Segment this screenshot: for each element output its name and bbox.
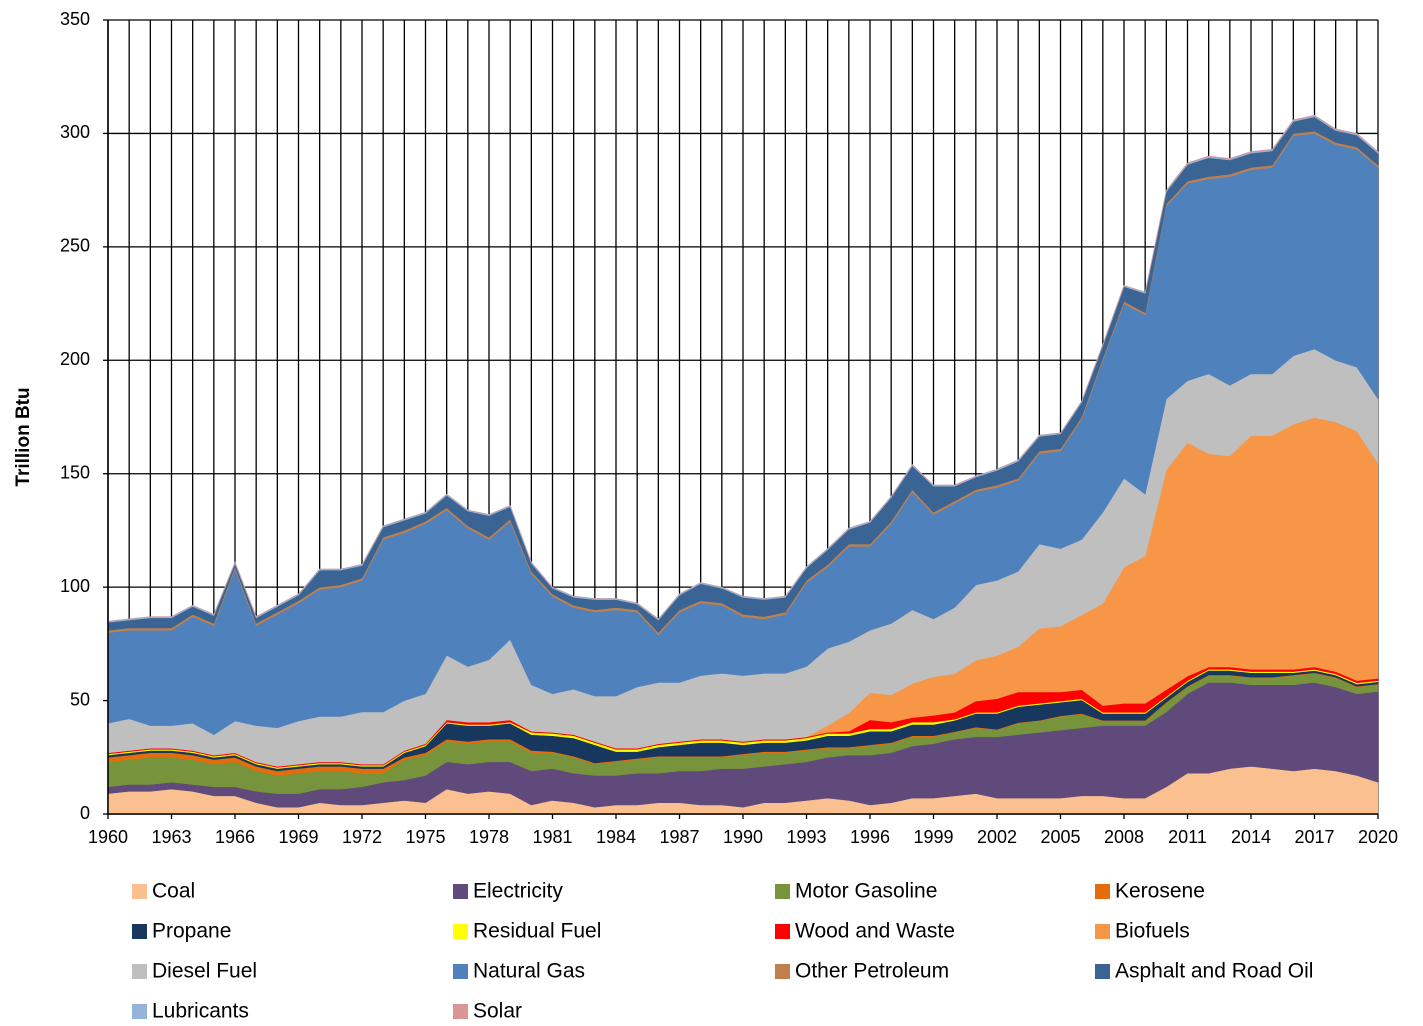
legend-label: Motor Gasoline	[795, 880, 937, 903]
legend-label: Propane	[152, 920, 231, 943]
legend-label: Diesel Fuel	[152, 960, 257, 983]
x-tick-label: 2014	[1231, 827, 1271, 847]
y-tick-label: 350	[60, 9, 90, 29]
legend-swatch	[1095, 924, 1110, 939]
legend-label: Electricity	[473, 880, 563, 903]
legend-swatch	[132, 1004, 147, 1019]
legend-label: Natural Gas	[473, 960, 585, 983]
x-tick-label: 1981	[532, 827, 572, 847]
y-tick-label: 300	[60, 122, 90, 142]
legend-swatch	[775, 924, 790, 939]
x-tick-label: 1972	[342, 827, 382, 847]
y-axis-title: Trillion Btu	[13, 387, 34, 486]
legend-swatch	[775, 964, 790, 979]
y-tick-label: 200	[60, 349, 90, 369]
x-tick-label: 2011	[1168, 827, 1207, 847]
legend-swatch	[453, 924, 468, 939]
legend-swatch	[453, 964, 468, 979]
legend-swatch	[1095, 884, 1110, 899]
x-tick-label: 1966	[215, 827, 255, 847]
legend-label: Wood and Waste	[795, 920, 955, 943]
x-tick-label: 1963	[151, 827, 191, 847]
legend-swatch	[132, 924, 147, 939]
x-tick-label: 2005	[1040, 827, 1080, 847]
x-tick-label: 1996	[850, 827, 890, 847]
x-tick-label: 2002	[977, 827, 1017, 847]
y-tick-label: 250	[60, 236, 90, 256]
legend-label: Solar	[473, 1000, 522, 1023]
legend-label: Other Petroleum	[795, 960, 949, 983]
x-tick-label: 1987	[659, 827, 699, 847]
x-tick-label: 1975	[405, 827, 445, 847]
area	[107, 114, 1379, 622]
y-tick-label: 50	[70, 689, 90, 709]
legend-label: Lubricants	[152, 1000, 249, 1023]
legend-swatch	[132, 884, 147, 899]
legend-label: Kerosene	[1115, 880, 1205, 903]
x-tick-label: 1984	[596, 827, 636, 847]
x-tick-label: 2020	[1358, 827, 1398, 847]
legend-swatch	[453, 884, 468, 899]
x-tick-label: 1990	[723, 827, 763, 847]
y-tick-label: 150	[60, 462, 90, 482]
x-tick-label: 2008	[1104, 827, 1144, 847]
legend-swatch	[775, 884, 790, 899]
legend-swatch	[132, 964, 147, 979]
legend-swatch	[453, 1004, 468, 1019]
x-tick-label: 1969	[278, 827, 318, 847]
x-tick-label: 1960	[88, 827, 128, 847]
legend-label: Biofuels	[1115, 920, 1190, 943]
x-tick-label: 1993	[786, 827, 826, 847]
legend-label: Residual Fuel	[473, 920, 601, 943]
x-tick-label: 1978	[469, 827, 509, 847]
x-tick-label: 1999	[913, 827, 953, 847]
legend-label: Asphalt and Road Oil	[1115, 960, 1313, 983]
y-tick-label: 0	[80, 803, 90, 823]
legend-label: Coal	[152, 880, 195, 903]
y-tick-label: 100	[60, 576, 90, 596]
legend-swatch	[1095, 964, 1110, 979]
x-tick-label: 2017	[1294, 827, 1334, 847]
